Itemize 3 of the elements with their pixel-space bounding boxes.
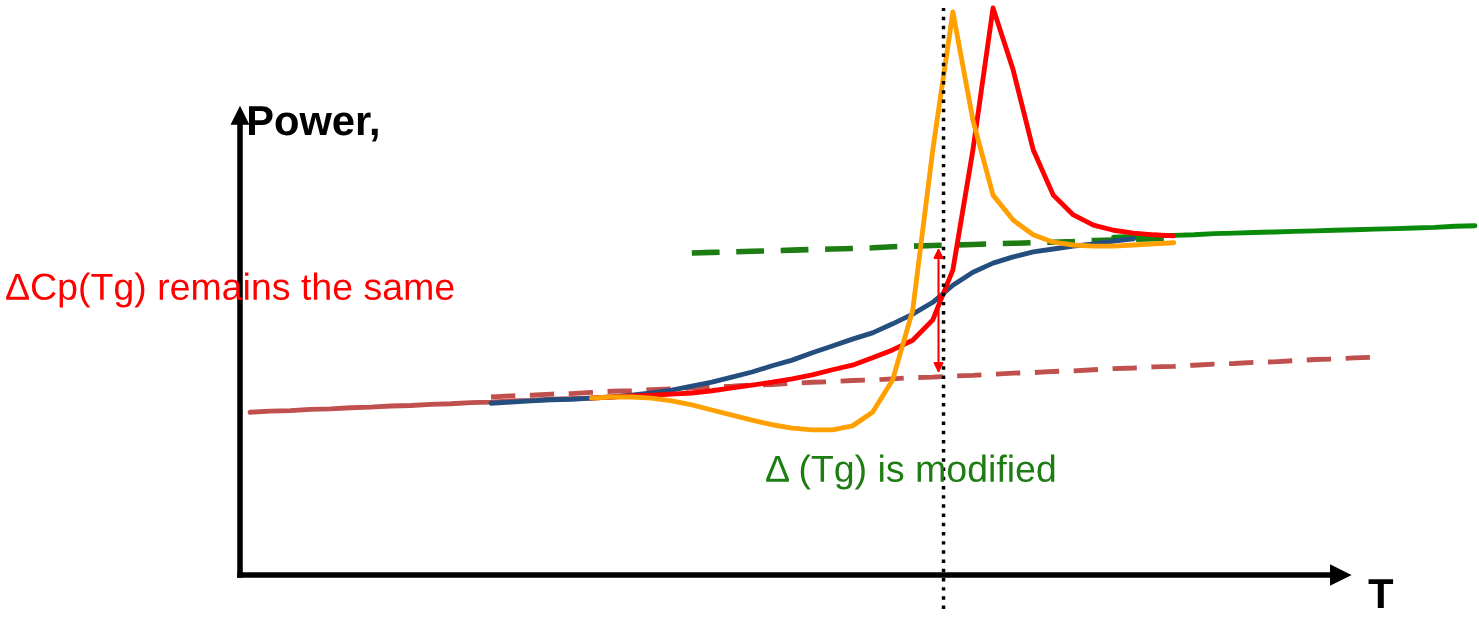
x-axis-title: T	[1368, 579, 1394, 609]
annotation: Δ (Tg) is modified	[766, 454, 1055, 490]
y-axis-title: Power,	[248, 106, 378, 142]
